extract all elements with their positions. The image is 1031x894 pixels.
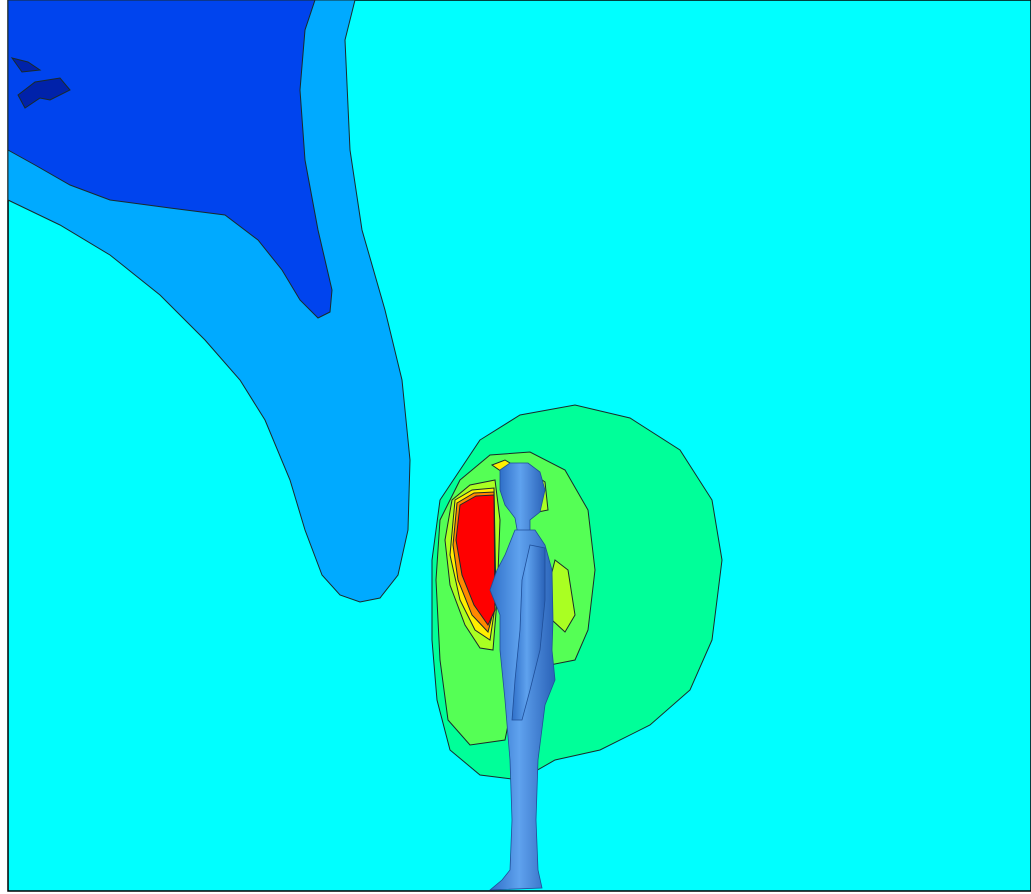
- figure-head: [499, 462, 546, 536]
- human-figure: [488, 462, 556, 891]
- figure-arm: [511, 544, 546, 721]
- plume-core: [7, 0, 333, 319]
- plume-spot: [17, 77, 71, 109]
- plume-spot: [10, 57, 42, 73]
- halo-red: [455, 494, 496, 626]
